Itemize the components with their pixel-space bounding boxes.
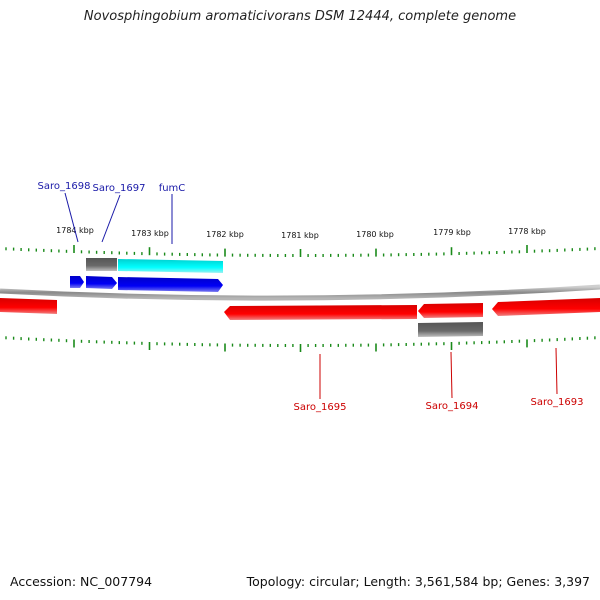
scale-label: 1779 kbp — [433, 228, 471, 237]
cds-fumc[interactable] — [118, 277, 223, 292]
gene-label-fumc[interactable]: fumC — [159, 183, 186, 194]
leader-line-saro-1694 — [450, 351, 453, 399]
scale-label: 1782 kbp — [206, 230, 244, 239]
gene-label-saro-1693[interactable]: Saro_1693 — [531, 397, 584, 408]
scale-label: 1778 kbp — [508, 227, 546, 236]
scale-label: 1781 kbp — [281, 231, 319, 240]
cds-saro-1694[interactable] — [418, 303, 483, 318]
gene-label-saro-1694[interactable]: Saro_1694 — [426, 401, 479, 412]
genome-summary-text: Topology: circular; Length: 3,561,584 bp… — [246, 574, 590, 589]
feature-rna-fumc[interactable] — [118, 259, 223, 273]
accession-text: Accession: NC_007794 — [10, 574, 153, 589]
leader-line-saro-1698 — [64, 192, 79, 243]
gene-label-saro-1695[interactable]: Saro_1695 — [294, 402, 347, 413]
scale-ticks-top — [5, 245, 596, 257]
gene-label-saro-1697[interactable]: Saro_1697 — [93, 183, 146, 194]
cds-saro-1698[interactable] — [70, 276, 84, 288]
gene-label-saro-1698[interactable]: Saro_1698 — [38, 181, 91, 192]
leader-line-saro-1693 — [555, 347, 558, 395]
feature-other-saro-1697[interactable] — [86, 258, 117, 271]
cds-left-edge[interactable] — [0, 298, 57, 314]
genome-backbone — [0, 284, 600, 301]
cds-saro-1695[interactable] — [224, 305, 417, 320]
scale-ticks-bottom — [5, 336, 596, 352]
genome-title: Novosphingobium aromaticivorans DSM 1244… — [83, 9, 517, 24]
feature-other-saro-1694[interactable] — [418, 322, 483, 337]
leader-line-saro-1697 — [101, 194, 121, 243]
scale-label: 1783 kbp — [131, 229, 169, 238]
scale-label: 1780 kbp — [356, 230, 394, 239]
cds-saro-1697[interactable] — [86, 276, 117, 289]
cds-saro-1693[interactable] — [492, 298, 600, 316]
